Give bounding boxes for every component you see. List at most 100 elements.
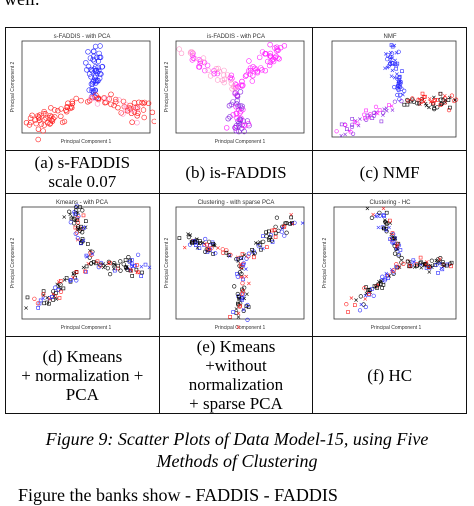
plot-f-point: [365, 288, 370, 292]
panel-d-caption-line: + normalization +: [21, 365, 144, 385]
plot-c-point: [363, 117, 368, 122]
plot-f-point: [349, 296, 353, 300]
plot-f-point: [395, 243, 399, 247]
plot-b-point: [242, 73, 249, 79]
plot-d-point: [70, 216, 74, 221]
plot-d-point: [113, 268, 117, 273]
plot-d-point: [76, 226, 81, 231]
plot-e-point: [235, 255, 240, 260]
plot-a-point: [88, 55, 94, 61]
plot-f-point: [407, 259, 412, 264]
plot-b-point: [243, 72, 249, 78]
panel-e-caption-line: normalization: [188, 375, 284, 394]
panel-b-cell: is-FADDIS - with PCA Principal Component…: [158, 27, 314, 151]
plot-d-point: [133, 263, 138, 268]
plot-c-point: [406, 98, 410, 103]
plot-e-point: [211, 241, 215, 246]
plot-d-point: [73, 231, 79, 236]
plot-d-point: [50, 295, 54, 299]
plot-c-point: [342, 132, 347, 137]
plot-d-point: [76, 210, 81, 215]
plot-e-point: [197, 241, 201, 246]
panel-e-caption-line: (e) Kmeans: [196, 337, 276, 356]
plot-f-point: [384, 273, 389, 278]
plot-c-point: [390, 56, 394, 60]
plot-c-point: [386, 103, 391, 107]
plot-e-point: [236, 311, 241, 316]
plot-a-point: [95, 95, 102, 102]
plot-b-point: [241, 128, 247, 135]
plot-e-point: [239, 256, 243, 260]
plot-c-point: [431, 98, 436, 104]
panel-c-caption-line: (c) NMF: [359, 162, 420, 182]
panel-a-cell: s-FADDIS - with PCA Principal Component …: [5, 27, 160, 151]
plot-b-point: [197, 58, 204, 64]
plot-d-point: [124, 258, 128, 263]
plot-b-point: [238, 108, 244, 115]
plot-e-point: [246, 254, 251, 259]
plot-e-point: [186, 232, 190, 236]
plot-d-point: [36, 306, 41, 310]
plot-f-point: [393, 236, 397, 240]
plot-f-point: [365, 206, 369, 211]
plot-b-point: [236, 120, 242, 127]
plot-c-point: [401, 88, 406, 94]
plot-d-point: [32, 296, 37, 301]
plot-b-point: [215, 65, 221, 72]
plot-c-point: [446, 98, 450, 102]
plot-a-point: [83, 60, 89, 66]
plot-a-point: [43, 115, 50, 121]
plot-e-point: [284, 221, 289, 225]
plot-a-point: [127, 102, 134, 109]
plot-c-point: [384, 106, 388, 111]
plot-d-point: [128, 267, 133, 272]
panel-d-caption: (d) Kmeans + normalization + PCA: [5, 336, 160, 414]
plot-d-point: [41, 292, 46, 297]
plot-e-point: [231, 310, 235, 314]
plot-b-point: [228, 80, 235, 87]
plot-d-point: [54, 297, 59, 301]
plot-c-point: [431, 106, 436, 112]
plot-a-point: [60, 119, 66, 126]
plot-e-point: [239, 291, 245, 296]
plot-d-point: [83, 269, 88, 274]
plot-e-point: [288, 221, 292, 226]
plot-a-point: [90, 81, 96, 87]
plot-d-point: [84, 219, 88, 224]
plot-e-point: [264, 230, 268, 235]
plot-a-point: [92, 95, 98, 102]
plot-c-point: [446, 107, 451, 113]
plot-d-point: [80, 238, 85, 244]
plot-e-point: [238, 262, 242, 267]
plot-b-point: [270, 58, 277, 65]
panel-d-caption-line: (d) Kmeans: [42, 346, 123, 366]
figure-caption: Figure 9: Scatter Plots of Data Model-15…: [0, 428, 474, 472]
plot-f-point: [387, 218, 392, 223]
plot-e-point: [257, 240, 262, 244]
figure-caption-line: Figure 9: Scatter Plots of Data Model-15…: [45, 429, 429, 449]
plot-a-point: [65, 100, 71, 106]
plot-f-point: [353, 298, 358, 302]
plot-c-point: [366, 116, 371, 120]
plot-e-point: [177, 236, 182, 240]
plot-a-point: [41, 122, 48, 128]
panel-a-xlabel: Principal Component 1: [61, 139, 112, 145]
plot-e-point: [274, 215, 279, 220]
plot-b-point: [238, 115, 244, 122]
plot-c-point: [339, 122, 344, 127]
plot-c-point: [392, 75, 397, 80]
panel-f-caption-line: (f) HC: [367, 365, 413, 385]
plot-a-point: [150, 109, 156, 116]
plot-f-point: [444, 263, 449, 268]
plot-a-point: [29, 112, 36, 119]
plot-d-point: [63, 278, 67, 282]
plot-a-point: [118, 110, 125, 116]
plot-d-point: [76, 237, 80, 242]
plot-e-point: [237, 294, 241, 299]
plot-e-point: [292, 220, 297, 225]
plot-f-point: [369, 215, 374, 221]
plot-e-point: [242, 253, 247, 257]
plot-f-point: [373, 285, 378, 289]
plot-b-point: [202, 67, 208, 74]
figure-caption-line: Methods of Clustering: [156, 451, 318, 471]
